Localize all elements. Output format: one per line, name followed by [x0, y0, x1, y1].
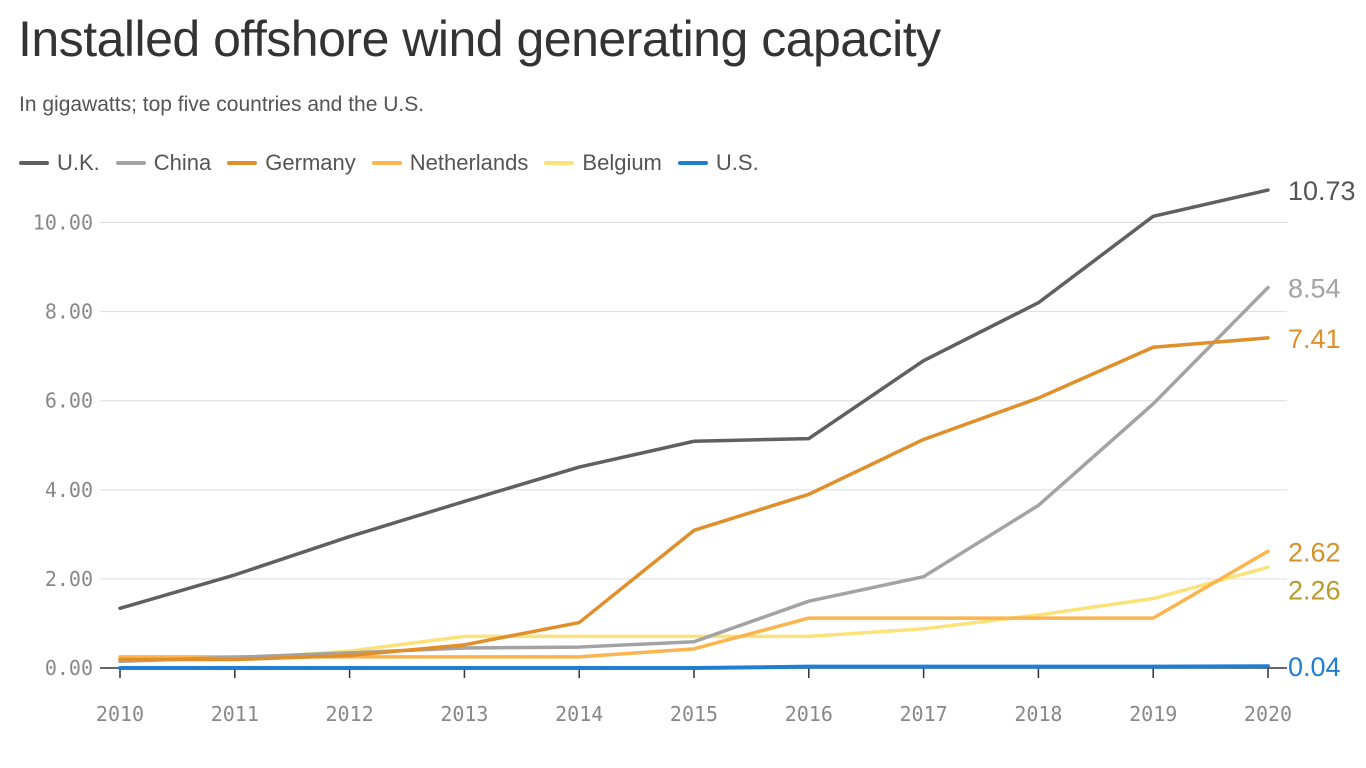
- legend-label-uk: U.K.: [57, 150, 100, 175]
- grid-layer: [100, 222, 1287, 678]
- series-layer: [118, 188, 1270, 670]
- x-tick-label: 2015: [670, 702, 718, 726]
- legend-item-germany: Germany: [227, 150, 356, 176]
- y-tick-label: 0.00: [45, 656, 93, 680]
- x-tick-label: 2013: [440, 702, 488, 726]
- legend-swatch-belgium: [544, 161, 575, 165]
- legend-item-belgium: Belgium: [544, 150, 662, 176]
- x-tick-label: 2014: [555, 702, 603, 726]
- legend-item-uk: U.K.: [19, 150, 100, 176]
- chart-subtitle: In gigawatts; top five countries and the…: [19, 93, 425, 116]
- legend-item-netherlands: Netherlands: [371, 150, 529, 176]
- legend-swatch-germany: [227, 161, 258, 165]
- end-label-u-k: 10.73: [1288, 176, 1356, 206]
- y-tick-label: 8.00: [45, 300, 93, 324]
- legend-label-china: China: [153, 150, 212, 175]
- chart-legend: U.K. China Germany Netherlands Belgium U…: [19, 150, 775, 176]
- series-line-belgium: [118, 565, 1270, 661]
- x-tick-label: 2010: [96, 702, 144, 726]
- series-line-germany: [118, 336, 1270, 662]
- legend-label-netherlands: Netherlands: [409, 150, 529, 175]
- y-tick-label: 6.00: [45, 389, 93, 413]
- legend-label-belgium: Belgium: [582, 150, 662, 175]
- series-line-u-k: [118, 188, 1270, 611]
- y-tick-label: 10.00: [33, 211, 93, 235]
- x-tick-label: 2011: [211, 702, 259, 726]
- x-tick-label: 2019: [1129, 702, 1177, 726]
- legend-item-us: U.S.: [677, 150, 759, 176]
- x-tick-label: 2012: [326, 702, 374, 726]
- x-tick-label: 2016: [785, 702, 833, 726]
- legend-item-china: China: [115, 150, 212, 176]
- legend-swatch-uk: [19, 161, 49, 165]
- legend-swatch-china: [115, 161, 146, 165]
- end-label-germany: 7.41: [1288, 324, 1341, 354]
- end-label-netherlands: 2.62: [1288, 537, 1341, 567]
- legend-swatch-us: [677, 161, 708, 165]
- legend-label-germany: Germany: [265, 150, 356, 175]
- x-tick-label: 2018: [1014, 702, 1062, 726]
- end-label-belgium: 2.26: [1288, 575, 1341, 605]
- x-tick-label: 2017: [900, 702, 948, 726]
- y-tick-label: 4.00: [45, 478, 93, 502]
- y-tick-label: 2.00: [45, 567, 93, 591]
- series-line-u-s: [118, 664, 1270, 670]
- legend-label-us: U.S.: [715, 150, 759, 175]
- end-label-china: 8.54: [1288, 274, 1341, 304]
- legend-swatch-netherlands: [371, 161, 402, 165]
- label-layer: 0.00 2.00 4.00 6.00 8.00 10.00 2010 2011 2012 201…: [33, 176, 1356, 726]
- x-tick-label: 2020: [1244, 702, 1292, 726]
- series-line-china: [118, 285, 1270, 664]
- chart-title: Installed offshore wind generating capac…: [18, 11, 941, 67]
- end-label-u-s: 0.04: [1288, 652, 1341, 682]
